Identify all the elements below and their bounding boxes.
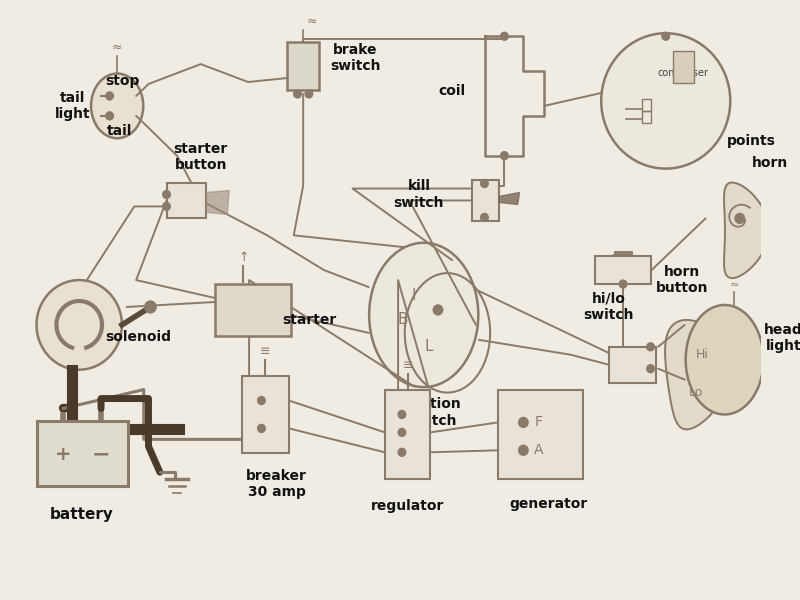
Text: ≈: ≈ — [112, 41, 122, 54]
Circle shape — [434, 305, 442, 315]
Text: regulator: regulator — [371, 499, 444, 513]
Circle shape — [481, 214, 488, 221]
Polygon shape — [665, 320, 731, 430]
FancyBboxPatch shape — [242, 376, 289, 453]
FancyBboxPatch shape — [385, 389, 430, 479]
Text: ↑: ↑ — [238, 251, 249, 264]
Text: solenoid: solenoid — [105, 330, 171, 344]
Text: B: B — [398, 313, 408, 328]
Circle shape — [37, 280, 122, 370]
Text: hi/lo
switch: hi/lo switch — [583, 292, 634, 322]
Polygon shape — [206, 191, 229, 214]
Circle shape — [398, 448, 406, 456]
FancyBboxPatch shape — [674, 51, 694, 83]
Circle shape — [305, 90, 313, 98]
Text: kill
switch: kill switch — [394, 179, 444, 209]
Text: tail: tail — [106, 124, 132, 138]
Text: brake
switch: brake switch — [330, 43, 381, 73]
FancyBboxPatch shape — [215, 284, 291, 336]
Circle shape — [646, 343, 654, 351]
FancyBboxPatch shape — [166, 182, 206, 218]
Text: stop: stop — [106, 74, 140, 88]
Circle shape — [662, 32, 670, 40]
Text: generator: generator — [509, 497, 587, 511]
Ellipse shape — [91, 74, 143, 138]
FancyBboxPatch shape — [594, 256, 651, 284]
Circle shape — [481, 179, 488, 188]
Circle shape — [145, 301, 156, 313]
Circle shape — [601, 33, 730, 169]
Circle shape — [258, 424, 266, 433]
Circle shape — [162, 191, 170, 199]
Circle shape — [518, 445, 528, 455]
Circle shape — [646, 365, 654, 373]
Text: I: I — [412, 287, 417, 302]
Ellipse shape — [369, 243, 478, 387]
Circle shape — [106, 92, 114, 100]
Text: A: A — [534, 443, 543, 457]
Text: tail
light: tail light — [54, 91, 90, 121]
Text: ≈: ≈ — [307, 15, 318, 28]
Circle shape — [501, 32, 508, 40]
FancyBboxPatch shape — [472, 179, 498, 221]
Text: coil: coil — [438, 84, 466, 98]
Text: starter: starter — [282, 313, 337, 327]
Circle shape — [398, 410, 406, 418]
FancyBboxPatch shape — [609, 347, 656, 383]
Text: head
light: head light — [764, 323, 800, 353]
Text: Hi: Hi — [695, 348, 708, 361]
Ellipse shape — [686, 305, 763, 415]
Text: points: points — [726, 134, 775, 148]
Text: −: − — [92, 444, 110, 464]
FancyBboxPatch shape — [38, 421, 128, 486]
Circle shape — [518, 418, 528, 427]
Circle shape — [162, 202, 170, 211]
Polygon shape — [724, 182, 768, 278]
Text: F: F — [534, 415, 542, 430]
Circle shape — [619, 280, 627, 288]
Text: ≡: ≡ — [260, 345, 270, 358]
Text: ≡: ≡ — [402, 359, 413, 371]
Circle shape — [398, 428, 406, 436]
Circle shape — [735, 214, 745, 223]
Text: ignition
switch: ignition switch — [402, 397, 461, 428]
Text: ≈: ≈ — [730, 280, 738, 290]
Circle shape — [258, 397, 266, 404]
Circle shape — [106, 112, 114, 120]
FancyBboxPatch shape — [498, 389, 583, 479]
Text: condenser: condenser — [658, 68, 708, 78]
Text: starter
button: starter button — [174, 142, 228, 172]
Text: horn: horn — [752, 155, 788, 170]
FancyBboxPatch shape — [287, 42, 319, 90]
Text: L: L — [424, 339, 433, 354]
Text: battery: battery — [50, 506, 114, 521]
Text: +: + — [55, 445, 71, 464]
Circle shape — [294, 90, 302, 98]
Text: breaker
30 amp: breaker 30 amp — [246, 469, 307, 499]
Text: horn
button: horn button — [656, 265, 708, 295]
Text: Lo: Lo — [689, 386, 703, 399]
Polygon shape — [498, 193, 519, 205]
Circle shape — [501, 152, 508, 160]
